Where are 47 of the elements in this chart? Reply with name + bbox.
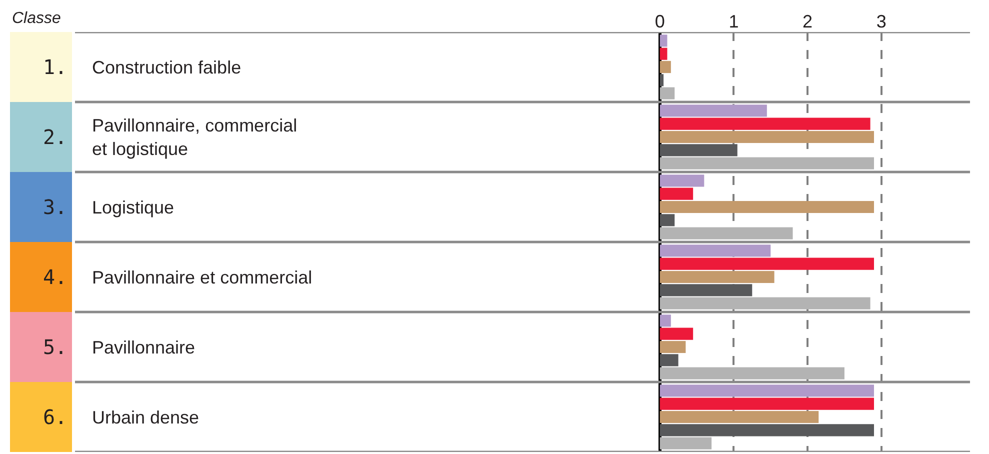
bar: [660, 384, 874, 397]
bar: [660, 227, 793, 240]
text: Classe: [12, 10, 62, 27]
bar: [660, 144, 738, 156]
bar: [660, 130, 874, 144]
bar: [660, 437, 712, 450]
x-tick-label: 2: [802, 11, 813, 32]
bar: [660, 354, 678, 366]
y-tick-label: Pavillonnaire, commercial et logistique: [92, 116, 298, 159]
bar: [660, 398, 874, 410]
y-tick-label: Logistique: [92, 197, 174, 218]
x-tick-label: 1: [728, 11, 739, 32]
bar: [660, 244, 771, 257]
bar: [660, 297, 870, 310]
bar: [660, 118, 870, 130]
bar: [660, 328, 694, 340]
bar: [660, 157, 874, 170]
y-tick-label: Pavillonnaire: [92, 337, 196, 358]
band-label: 2.: [43, 125, 68, 149]
bar: [660, 214, 675, 226]
bar: [660, 87, 675, 100]
bar: [660, 258, 874, 270]
bar: [660, 270, 774, 284]
bar: [660, 424, 874, 436]
band-label: 4.: [43, 265, 68, 289]
y-tick-label: Construction faible: [92, 57, 242, 78]
bar: [660, 104, 767, 117]
band-label: 5.: [43, 335, 68, 359]
bar: [660, 188, 694, 200]
bar: [660, 48, 668, 60]
band-label: 6.: [43, 405, 68, 429]
bar: [660, 410, 819, 424]
bar: [660, 74, 664, 86]
bar: [660, 340, 686, 354]
bar: [660, 60, 671, 74]
bar: [660, 314, 671, 327]
band-label: 3.: [43, 195, 68, 219]
band-label: 1.: [43, 55, 68, 79]
bar: [660, 200, 874, 214]
bar: [660, 284, 752, 296]
bar: [660, 34, 668, 47]
bar: [660, 174, 704, 187]
bar: [660, 367, 844, 380]
y-tick-label: Urbain dense: [92, 407, 200, 428]
x-tick-label: 0: [654, 11, 665, 32]
x-tick-label: 3: [876, 11, 886, 32]
y-tick-label: Pavillonnaire et commercial: [92, 267, 312, 288]
